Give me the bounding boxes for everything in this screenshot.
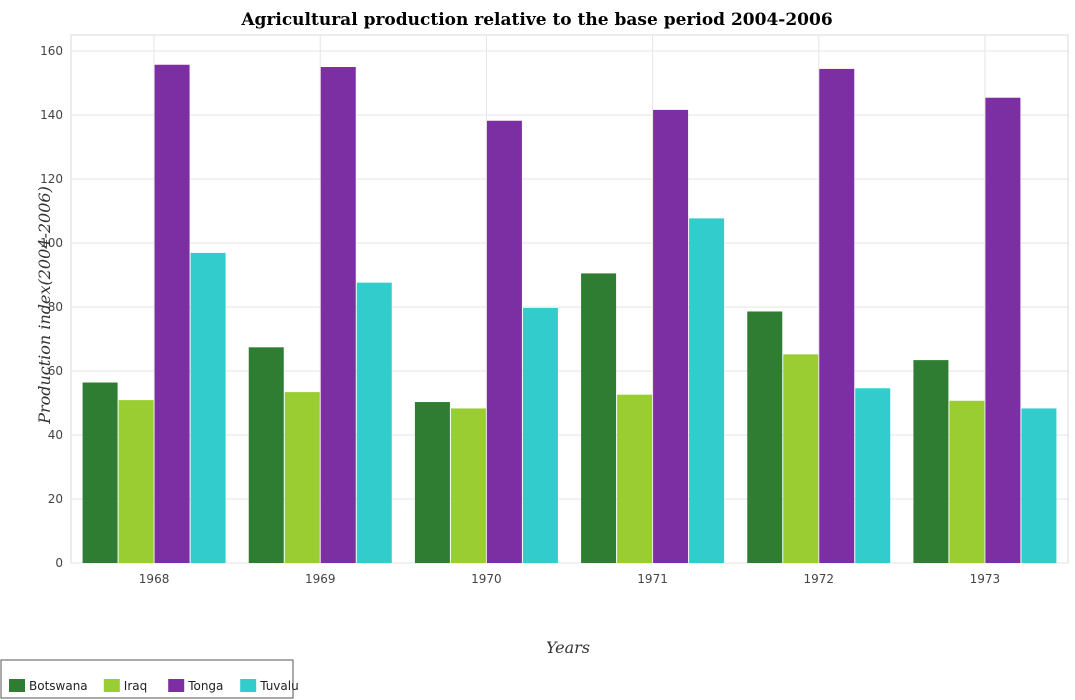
y-axis-label: Production index(2004-2006) (35, 186, 54, 425)
bar-botswana-1972 (747, 311, 783, 563)
bar-tonga-1973 (985, 97, 1021, 563)
bar-iraq-1971 (617, 394, 653, 563)
bar-tonga-1971 (653, 109, 689, 563)
bar-tuvalu-1972 (855, 388, 891, 563)
y-tick-label: 0 (55, 556, 63, 570)
x-axis-label: Years (546, 638, 590, 657)
legend-label-iraq: Iraq (124, 679, 147, 693)
bar-botswana-1969 (248, 347, 284, 563)
x-tick-label: 1968 (139, 572, 170, 586)
x-tick-label: 1970 (471, 572, 502, 586)
legend-label-tonga: Tonga (187, 679, 223, 693)
bar-tuvalu-1970 (522, 307, 558, 563)
legend-swatch-tonga (168, 679, 185, 692)
chart-title: Agricultural production relative to the … (240, 10, 832, 30)
bar-tonga-1972 (819, 68, 855, 564)
legend-label-botswana: Botswana (29, 679, 88, 693)
bar-iraq-1968 (118, 400, 154, 563)
bar-tonga-1970 (486, 120, 522, 563)
bar-iraq-1972 (783, 354, 819, 563)
legend-label-tuvalu: Tuvalu (259, 679, 299, 693)
x-tick-label: 1969 (305, 572, 336, 586)
x-tick-label: 1971 (637, 572, 668, 586)
bar-botswana-1968 (82, 382, 118, 563)
legend-swatch-iraq (103, 679, 120, 692)
bar-tuvalu-1968 (190, 252, 226, 564)
y-tick-label: 140 (40, 108, 63, 122)
bar-tuvalu-1971 (689, 218, 725, 564)
y-axis-ticks: 0 20 40 60 80 100 120 140 160 (40, 44, 63, 570)
bars (82, 64, 1057, 564)
bar-botswana-1971 (581, 273, 617, 563)
legend-swatch-botswana (9, 679, 25, 692)
legend: Botswana Iraq Tonga Tuvalu (0, 659, 299, 699)
y-tick-label: 60 (48, 364, 63, 378)
bar-tuvalu-1973 (1021, 408, 1057, 563)
y-tick-label: 100 (40, 236, 63, 250)
y-tick-label: 20 (48, 492, 63, 506)
y-tick-label: 160 (40, 44, 63, 58)
x-tick-label: 1972 (803, 572, 834, 586)
bar-tuvalu-1969 (356, 282, 392, 563)
y-tick-label: 120 (40, 172, 63, 186)
x-axis-ticks: 1968 1969 1970 1971 1972 1973 (139, 572, 1000, 586)
y-tick-label: 40 (48, 428, 63, 442)
bar-tonga-1968 (154, 64, 190, 563)
legend-swatch-tuvalu (240, 679, 257, 692)
y-tick-label: 80 (48, 300, 63, 314)
bar-botswana-1973 (913, 360, 949, 563)
bar-iraq-1969 (284, 392, 320, 563)
bar-tonga-1969 (320, 67, 356, 563)
bar-iraq-1973 (949, 400, 985, 563)
x-tick-label: 1973 (970, 572, 1001, 586)
bar-iraq-1970 (450, 408, 486, 563)
bar-botswana-1970 (414, 402, 450, 563)
grid (70, 34, 1069, 564)
